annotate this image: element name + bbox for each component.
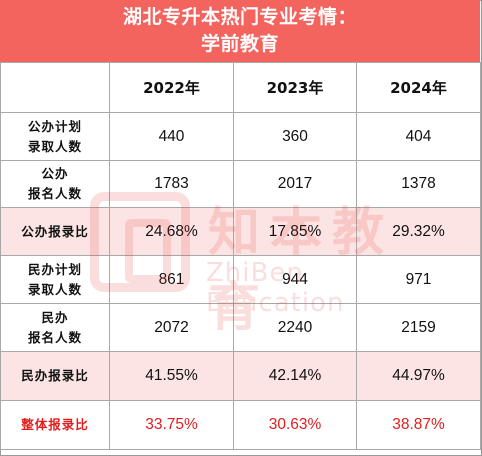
table-row: 民办计划 录取人数 861 944 971 xyxy=(0,255,481,304)
value-cell: 38.87% xyxy=(356,400,481,450)
value-cell: 33.75% xyxy=(109,400,234,450)
value-cell: 440 xyxy=(109,112,234,161)
year-header-row: 2022年 2023年 2024年 xyxy=(0,62,481,113)
table-row: 公办 报名人数 1783 2017 1378 xyxy=(0,160,481,208)
value-cell: 2159 xyxy=(356,303,481,352)
row-label-line: 公办 xyxy=(41,166,69,181)
table-row: 民办 报名人数 2072 2240 2159 xyxy=(0,303,481,352)
row-label-line: 报名人数 xyxy=(27,329,82,345)
value-cell: 360 xyxy=(233,112,357,161)
value-cell: 971 xyxy=(356,255,481,304)
admission-stats-table: 2022年 2023年 2024年 公办计划 录取人数 440 360 404 … xyxy=(0,62,481,450)
value-cell: 29.32% xyxy=(356,207,481,256)
value-cell: 944 xyxy=(233,255,357,304)
table-row: 公办报录比 24.68% 17.85% 29.32% xyxy=(0,207,481,256)
row-label: 公办报录比 xyxy=(0,207,110,256)
value-cell: 1378 xyxy=(356,160,481,208)
row-label-line: 录取人数 xyxy=(27,138,82,154)
year-2023: 2023年 xyxy=(233,62,357,113)
value-cell: 1783 xyxy=(109,160,234,208)
row-label: 公办计划 录取人数 xyxy=(0,112,110,161)
value-cell: 861 xyxy=(109,255,234,304)
table-row: 民办报录比 41.55% 42.14% 44.97% xyxy=(0,351,481,401)
title-line-1: 湖北专升本热门专业考情： xyxy=(122,6,357,28)
title-line-2: 学前教育 xyxy=(200,33,279,55)
corner-cell xyxy=(0,62,110,113)
value-cell: 2017 xyxy=(233,160,357,208)
value-cell: 2240 xyxy=(233,303,357,352)
row-label-line: 录取人数 xyxy=(27,281,82,297)
table-row: 公办计划 录取人数 440 360 404 xyxy=(0,112,481,161)
row-label: 公办 报名人数 xyxy=(0,160,110,208)
row-label: 民办计划 录取人数 xyxy=(0,255,110,304)
value-cell: 44.97% xyxy=(356,351,481,401)
value-cell: 30.63% xyxy=(233,400,357,450)
row-label-line: 报名人数 xyxy=(27,186,82,201)
row-label: 民办 报名人数 xyxy=(0,303,110,352)
row-label-line: 民办 xyxy=(41,309,69,325)
year-2022: 2022年 xyxy=(109,62,234,113)
row-label: 整体报录比 xyxy=(0,400,110,450)
year-2024: 2024年 xyxy=(356,62,481,113)
value-cell: 24.68% xyxy=(109,207,234,256)
table-row-total: 整体报录比 33.75% 30.63% 38.87% xyxy=(0,400,481,450)
value-cell: 2072 xyxy=(109,303,234,352)
value-cell: 41.55% xyxy=(109,351,234,401)
value-cell: 404 xyxy=(356,112,481,161)
value-cell: 42.14% xyxy=(233,351,357,401)
row-label: 民办报录比 xyxy=(0,351,110,401)
row-label-line: 民办计划 xyxy=(27,261,82,277)
title-banner: 湖北专升本热门专业考情： 学前教育 xyxy=(0,0,480,62)
value-cell: 17.85% xyxy=(233,207,357,256)
row-label-line: 公办计划 xyxy=(27,118,82,134)
